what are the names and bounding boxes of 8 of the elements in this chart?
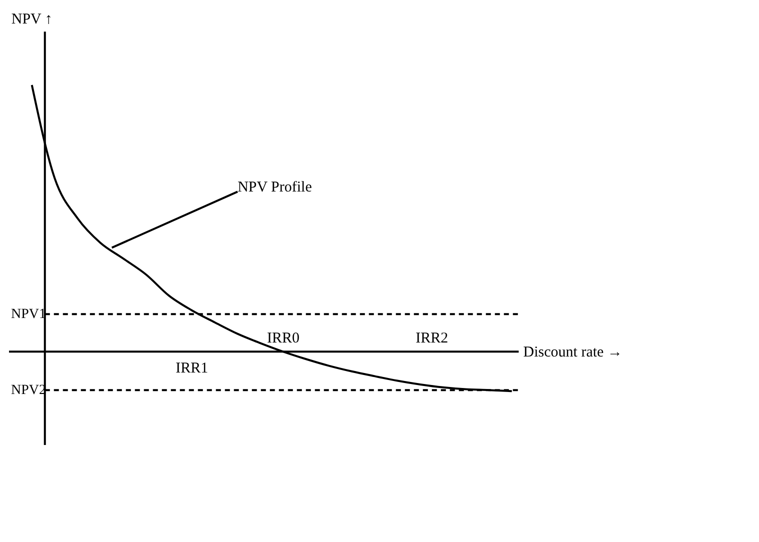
ref-line-label: NPV2 [11, 383, 46, 398]
annotation: IRR1 [176, 360, 208, 377]
annotation: IRR2 [416, 330, 448, 347]
ref-line-label: NPV1 [11, 307, 46, 322]
y-axis-title: NPV ↑ [11, 11, 52, 28]
x-axis-title: Discount rate → [523, 344, 622, 361]
annotation: IRR0 [267, 330, 300, 347]
annotation: NPV Profile [238, 179, 312, 196]
